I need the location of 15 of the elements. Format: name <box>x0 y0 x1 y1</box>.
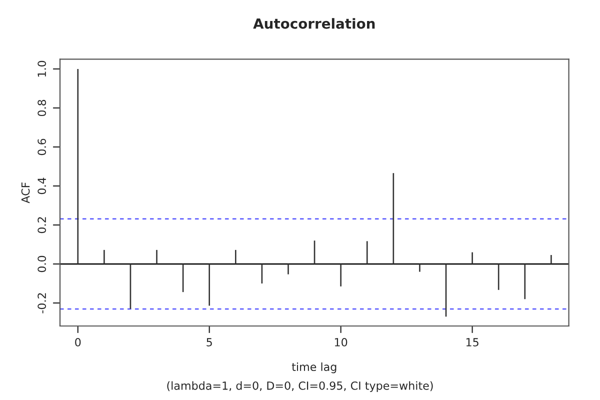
y-tick-label: 0.0 <box>38 256 46 272</box>
y-tick-label: 0.8 <box>38 100 46 116</box>
y-tick-label: 0.4 <box>38 178 46 194</box>
x-tick-label: 10 <box>334 338 348 346</box>
x-axis-title: time lag <box>292 362 336 374</box>
chart-title: Autocorrelation <box>253 18 375 29</box>
y-tick-label: -0.2 <box>38 293 46 314</box>
y-tick-label: 0.2 <box>38 217 46 234</box>
x-tick-label: 0 <box>75 338 81 346</box>
y-axis-title: ACF <box>21 182 30 204</box>
y-tick-label: 0.6 <box>38 138 46 156</box>
y-tick-label: 1.0 <box>38 60 46 77</box>
text: (lambda=1, d=0, D=0, CI=0.95, CI type=white) <box>167 381 433 392</box>
x-tick-label: 5 <box>206 338 212 346</box>
x-tick-label: 15 <box>466 338 478 346</box>
